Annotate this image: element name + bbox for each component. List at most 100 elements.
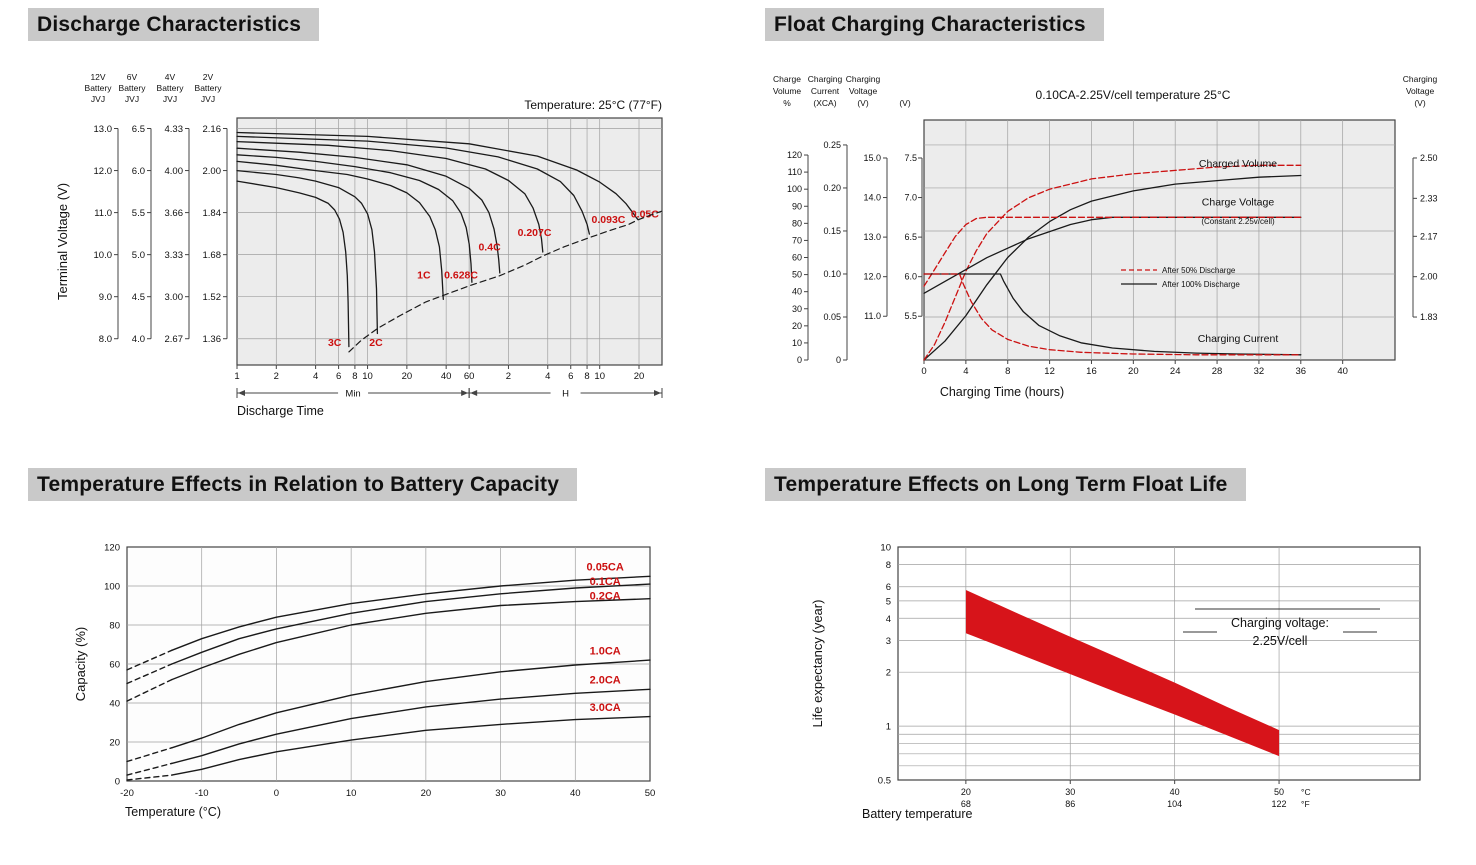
svg-text:14.0: 14.0 <box>863 193 881 203</box>
discharge-title-text: Discharge Characteristics <box>37 13 302 36</box>
svg-text:(V): (V) <box>857 98 869 108</box>
svg-text:20: 20 <box>634 371 645 382</box>
svg-text:24: 24 <box>1170 366 1181 377</box>
svg-text:8: 8 <box>1005 366 1010 377</box>
svg-text:2: 2 <box>506 371 511 382</box>
svg-text:16: 16 <box>1086 366 1097 377</box>
svg-text:1: 1 <box>234 371 239 382</box>
svg-text:Discharge Time: Discharge Time <box>237 404 324 418</box>
svg-text:20: 20 <box>961 787 971 797</box>
svg-text:4: 4 <box>545 371 550 382</box>
svg-text:30: 30 <box>1065 787 1075 797</box>
svg-text:60: 60 <box>464 371 475 382</box>
svg-text:Life expectancy (year): Life expectancy (year) <box>810 600 825 728</box>
svg-text:80: 80 <box>109 621 120 632</box>
svg-text:JVJ: JVJ <box>201 94 215 104</box>
svg-text:4.5: 4.5 <box>132 292 145 303</box>
svg-text:0.628C: 0.628C <box>444 269 478 281</box>
svg-text:%: % <box>783 98 791 108</box>
svg-text:100: 100 <box>104 582 120 593</box>
svg-text:Temperature: 25°C (77°F): Temperature: 25°C (77°F) <box>524 98 662 112</box>
svg-text:104: 104 <box>1167 799 1182 809</box>
svg-text:6: 6 <box>886 582 891 593</box>
svg-text:°C: °C <box>1301 787 1311 797</box>
svg-text:50: 50 <box>1274 787 1284 797</box>
svg-text:70: 70 <box>792 235 802 245</box>
svg-text:Charged Volume: Charged Volume <box>1199 158 1277 170</box>
svg-text:12: 12 <box>1044 366 1055 377</box>
svg-text:0.093C: 0.093C <box>592 214 626 226</box>
float-charging-title-text: Float Charging Characteristics <box>774 13 1086 36</box>
svg-text:32: 32 <box>1254 366 1265 377</box>
svg-text:5: 5 <box>886 596 891 607</box>
svg-text:8: 8 <box>886 560 891 571</box>
svg-text:0.10: 0.10 <box>823 269 841 279</box>
svg-text:3.0CA: 3.0CA <box>590 702 621 714</box>
svg-text:90: 90 <box>792 201 802 211</box>
svg-text:JVJ: JVJ <box>163 94 177 104</box>
svg-text:6: 6 <box>336 371 341 382</box>
svg-text:JVJ: JVJ <box>125 94 139 104</box>
svg-text:40: 40 <box>109 699 120 710</box>
svg-text:3.33: 3.33 <box>165 250 184 261</box>
svg-text:40: 40 <box>1170 787 1180 797</box>
svg-text:0.05CA: 0.05CA <box>587 561 624 573</box>
svg-text:2.25V/cell: 2.25V/cell <box>1253 634 1308 648</box>
svg-text:100: 100 <box>787 184 802 194</box>
svg-text:20: 20 <box>402 371 413 382</box>
svg-text:13.0: 13.0 <box>94 124 113 135</box>
svg-text:2.50: 2.50 <box>1420 153 1438 163</box>
discharge-section-title: Discharge Characteristics <box>28 8 320 41</box>
svg-text:120: 120 <box>104 543 120 554</box>
svg-text:30: 30 <box>495 788 506 799</box>
svg-text:(XCA): (XCA) <box>813 98 836 108</box>
svg-text:1C: 1C <box>417 269 431 281</box>
svg-text:0.05C: 0.05C <box>631 208 659 220</box>
svg-text:11.0: 11.0 <box>864 311 881 321</box>
svg-text:68: 68 <box>961 799 971 809</box>
svg-text:Charging: Charging <box>846 74 881 84</box>
svg-text:20: 20 <box>421 788 432 799</box>
svg-text:2.16: 2.16 <box>203 124 222 135</box>
svg-text:0: 0 <box>797 355 802 365</box>
svg-text:(Constant 2.25v/cell): (Constant 2.25v/cell) <box>1201 217 1275 226</box>
float-charging-panel: Float Charging Characteristics 0 4 8 12 16 20… <box>765 8 1475 413</box>
svg-text:2: 2 <box>886 668 891 679</box>
svg-text:Battery: Battery <box>119 83 147 93</box>
svg-text:2.17: 2.17 <box>1420 231 1438 241</box>
svg-text:0.15: 0.15 <box>823 226 841 236</box>
svg-text:1.68: 1.68 <box>203 250 222 261</box>
svg-text:Battery: Battery <box>85 83 113 93</box>
svg-text:0.2CA: 0.2CA <box>590 591 621 603</box>
svg-text:50: 50 <box>645 788 656 799</box>
svg-text:6V: 6V <box>127 72 138 82</box>
svg-text:3: 3 <box>886 636 891 647</box>
svg-text:Min: Min <box>345 389 360 400</box>
svg-text:0.20: 0.20 <box>823 183 841 193</box>
svg-text:Current: Current <box>811 86 840 96</box>
svg-text:60: 60 <box>109 660 120 671</box>
svg-text:Battery temperature: Battery temperature <box>862 807 973 821</box>
svg-text:Voltage: Voltage <box>849 86 878 96</box>
temp-capacity-section-title: Temperature Effects in Relation to Batte… <box>28 468 578 501</box>
svg-text:Volume: Volume <box>773 86 802 96</box>
svg-text:40: 40 <box>441 371 452 382</box>
svg-text:2: 2 <box>274 371 279 382</box>
svg-text:0: 0 <box>836 355 841 365</box>
svg-text:0.05: 0.05 <box>823 312 841 322</box>
float-life-section-title: Temperature Effects on Long Term Float L… <box>765 468 1246 501</box>
svg-text:4V: 4V <box>165 72 176 82</box>
svg-text:3C: 3C <box>328 337 342 349</box>
svg-text:4: 4 <box>886 614 891 625</box>
svg-text:4: 4 <box>313 371 318 382</box>
svg-text:10: 10 <box>880 543 891 554</box>
svg-text:(V): (V) <box>1414 98 1426 108</box>
svg-text:4.33: 4.33 <box>165 124 184 135</box>
svg-text:After 100% Discharge: After 100% Discharge <box>1162 280 1240 289</box>
svg-text:30: 30 <box>792 304 802 314</box>
svg-text:Battery: Battery <box>157 83 185 93</box>
svg-text:-20: -20 <box>120 788 134 799</box>
svg-text:0: 0 <box>274 788 279 799</box>
